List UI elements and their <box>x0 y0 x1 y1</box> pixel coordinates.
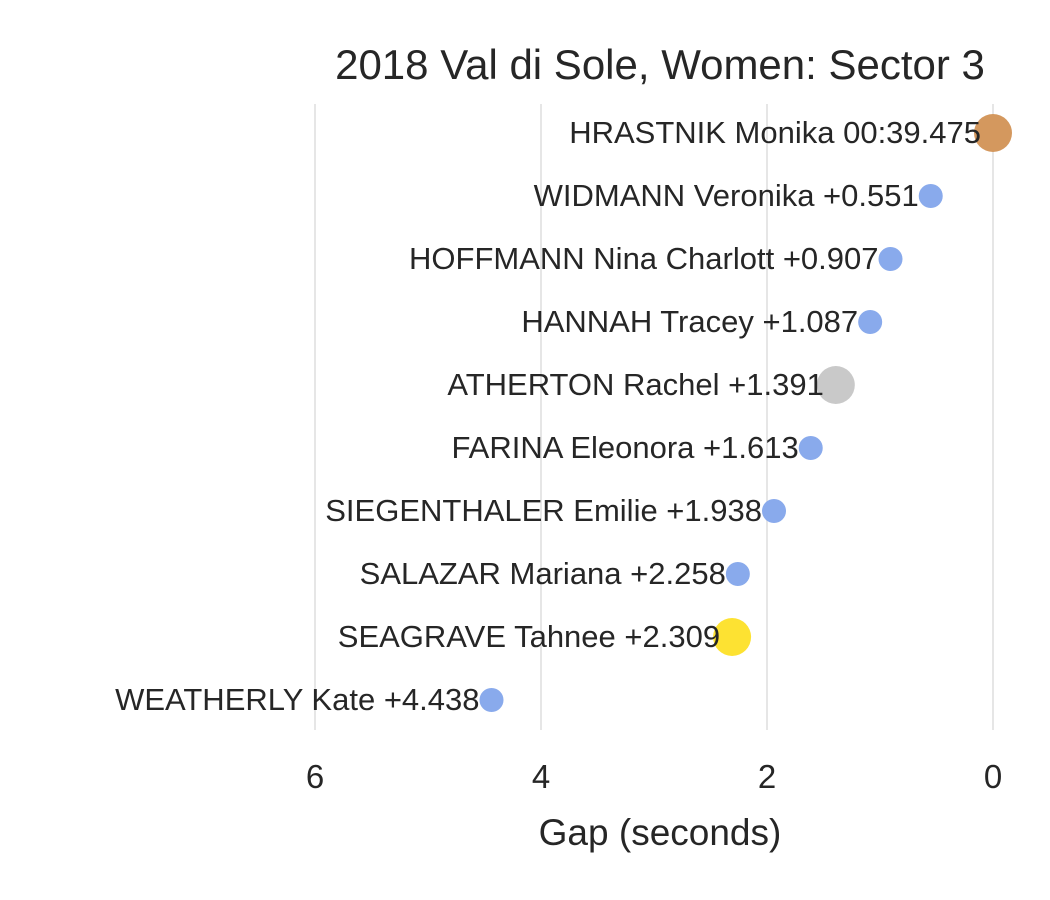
rider-point-group: WIDMANN Veronika +0.551 <box>534 178 943 213</box>
rider-point <box>725 562 750 586</box>
rider-point-group: HOFFMANN Nina Charlott +0.907 <box>409 241 903 276</box>
rider-label: WIDMANN Veronika +0.551 <box>534 178 919 213</box>
rider-label: HRASTNIK Monika 00:39.475 <box>569 115 981 150</box>
rider-point-group: WEATHERLY Kate +4.438 <box>115 682 504 717</box>
rider-point <box>798 436 823 460</box>
rider-label: HOFFMANN Nina Charlott +0.907 <box>409 241 878 276</box>
rider-label: ATHERTON Rachel +1.391 <box>447 367 823 402</box>
rider-point-group: HANNAH Tracey +1.087 <box>521 304 883 339</box>
rider-point-group: HRASTNIK Monika 00:39.475 <box>569 114 1012 152</box>
rider-point-group: SALAZAR Mariana +2.258 <box>360 556 750 591</box>
rider-point-group: FARINA Eleonora +1.613 <box>451 430 823 465</box>
rider-point <box>479 688 504 712</box>
rider-label: HANNAH Tracey +1.087 <box>521 304 858 339</box>
rider-label: FARINA Eleonora +1.613 <box>451 430 798 465</box>
rider-label: WEATHERLY Kate +4.438 <box>115 682 479 717</box>
grid-layer <box>314 104 994 730</box>
rider-point <box>713 618 752 656</box>
rider-label: SIEGENTHALER Emilie +1.938 <box>325 493 762 528</box>
rider-point-group: SIEGENTHALER Emilie +1.938 <box>325 493 787 528</box>
x-tick-labels: 6 4 2 0 <box>306 758 1002 795</box>
x-tick-label: 6 <box>306 758 324 795</box>
rider-point-group: SEAGRAVE Tahnee +2.309 <box>338 618 752 656</box>
rider-label: SALAZAR Mariana +2.258 <box>360 556 726 591</box>
points-layer: HRASTNIK Monika 00:39.475 WIDMANN Veronik… <box>115 114 1012 717</box>
x-tick-label: 4 <box>532 758 550 795</box>
rider-point <box>816 366 855 404</box>
rider-point <box>762 499 787 523</box>
x-tick-label: 0 <box>984 758 1002 795</box>
x-tick-label: 2 <box>758 758 776 795</box>
rider-label: SEAGRAVE Tahnee +2.309 <box>338 619 720 654</box>
rider-point-group: ATHERTON Rachel +1.391 <box>447 366 855 404</box>
x-axis-label: Gap (seconds) <box>539 812 782 853</box>
chart-title: 2018 Val di Sole, Women: Sector 3 <box>335 41 985 88</box>
rider-point <box>918 184 943 208</box>
rider-point <box>858 310 883 334</box>
rider-point <box>878 247 903 271</box>
rider-point <box>974 114 1012 152</box>
